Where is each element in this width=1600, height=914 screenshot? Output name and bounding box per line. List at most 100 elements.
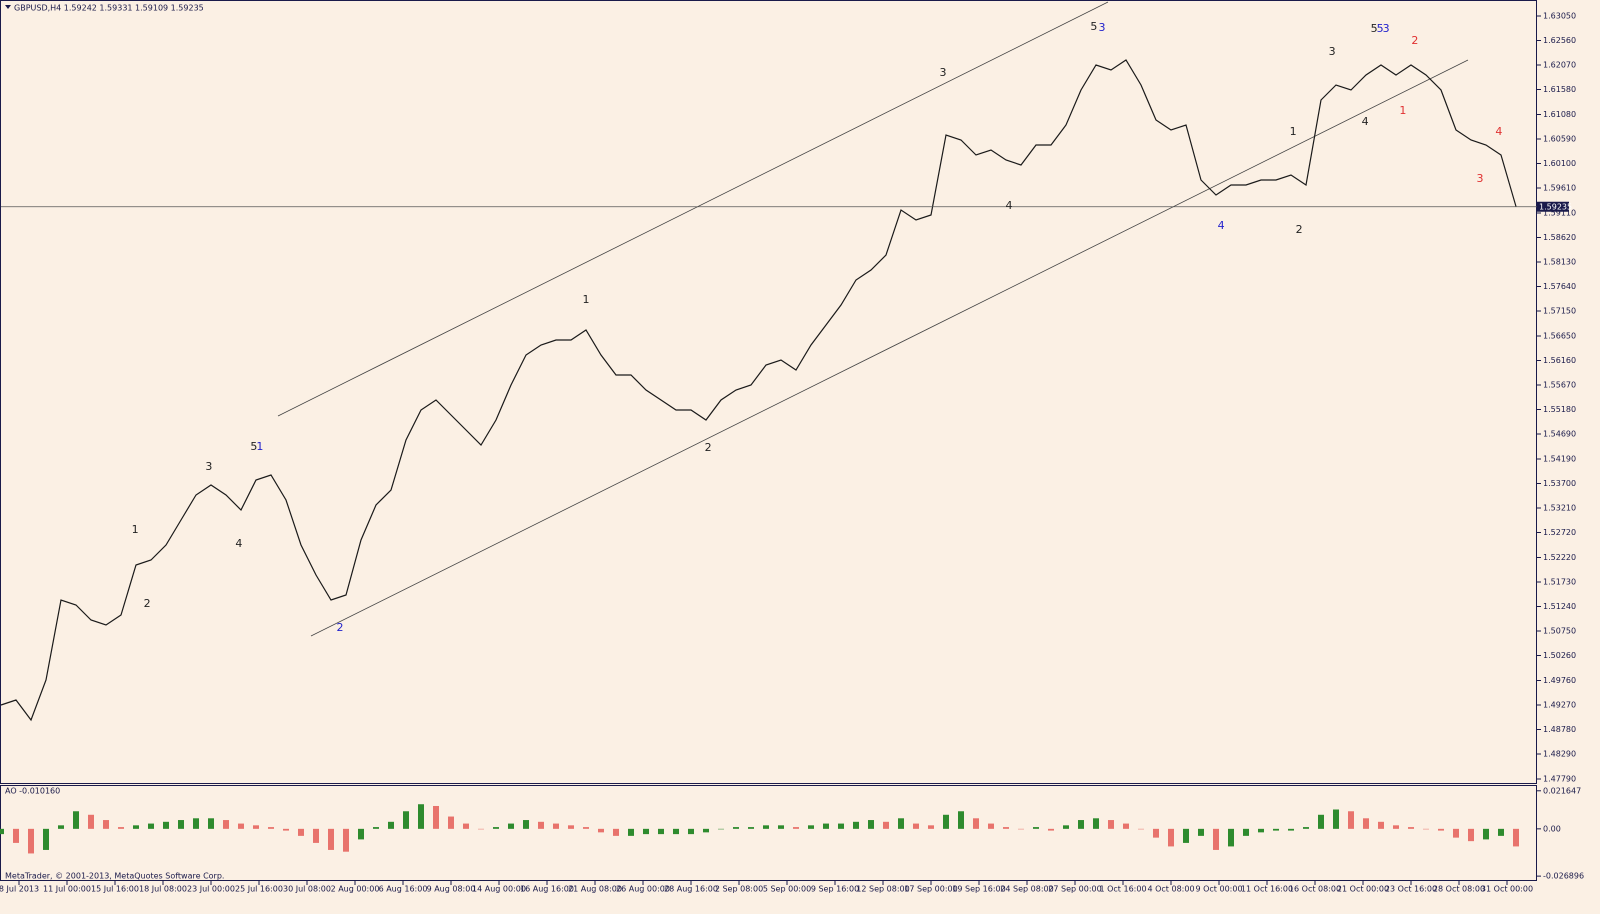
ao-bar (748, 827, 754, 829)
x-tick-label: 30 Jul 08:00 (283, 885, 331, 894)
y-tick-label: 1.50750 (1543, 627, 1576, 636)
ao-bar (538, 821, 544, 829)
y-tick-label: 1.63050 (1543, 12, 1576, 21)
ao-bar (193, 818, 199, 829)
y-tick-label: 1.53700 (1543, 479, 1576, 488)
ao-bar (178, 820, 184, 829)
wave-label: 5 (1371, 22, 1378, 35)
wave-label: 4 (1218, 219, 1225, 232)
y-tick-label: 1.61580 (1543, 85, 1576, 94)
ao-bar (268, 827, 274, 829)
x-tick-label: 21 Aug 08:00 (568, 885, 622, 894)
ao-bar (598, 828, 604, 833)
ao-bar (13, 828, 19, 843)
x-tick-label: 25 Jul 16:00 (235, 885, 283, 894)
ao-bar (718, 828, 724, 830)
ao-bar (73, 811, 79, 829)
menu-arrow[interactable] (5, 5, 11, 9)
ao-bar (1243, 828, 1249, 836)
y-tick-label: 1.51730 (1543, 578, 1576, 587)
x-tick-label: 17 Sep 00:00 (904, 885, 957, 894)
ao-header: AO -0.010160 (5, 787, 60, 796)
y-tick-label: 1.60100 (1543, 159, 1576, 168)
ao-bar (1123, 823, 1129, 829)
ao-bar (1303, 827, 1309, 829)
ao-bar (1138, 828, 1144, 830)
y-tick-label: 1.57640 (1543, 282, 1576, 291)
wave-label: 2 (705, 441, 712, 454)
ao-bar (1423, 828, 1429, 830)
x-tick-label: 31 Oct 00:00 (1481, 885, 1533, 894)
ao-bar (388, 821, 394, 829)
current-price-box (1537, 201, 1569, 212)
wave-label: 5 (250, 440, 257, 453)
y-tick-label: 1.47790 (1543, 775, 1576, 784)
ao-bar (1483, 828, 1489, 840)
wave-label: 4 (1006, 199, 1013, 212)
ao-bar (0, 828, 4, 835)
ao-bar (208, 818, 214, 829)
ao-bar (823, 823, 829, 829)
y-tick-label: 1.55180 (1543, 405, 1576, 414)
y-tick-label: 1.59110 (1543, 209, 1576, 218)
ao-bar (778, 825, 784, 829)
footer: MetaTrader, © 2001-2013, MetaQuotes Soft… (5, 872, 224, 881)
ao-bar (1378, 821, 1384, 829)
y-tick-label: 1.56650 (1543, 332, 1576, 341)
ao-bar (1258, 828, 1264, 833)
x-tick-label: 9 Aug 08:00 (427, 885, 476, 894)
wave-label: 1 (1290, 125, 1297, 138)
channel-lower (310, 59, 1469, 637)
ao-bar (103, 820, 109, 829)
y-tick-label: 1.48290 (1543, 750, 1576, 759)
ao-bar (163, 821, 169, 829)
x-tick-label: 6 Aug 16:00 (379, 885, 428, 894)
wave-label: 4 (1362, 115, 1369, 128)
wave-label: 1 (256, 440, 263, 453)
ao-bar (1168, 828, 1174, 847)
ao-bar (1288, 828, 1294, 831)
ao-bar (808, 825, 814, 829)
ao-bar (1393, 825, 1399, 829)
ao-bar (1333, 809, 1339, 829)
symbol-header: GBPUSD,H4 1.59242 1.59331 1.59109 1.5923… (14, 4, 204, 13)
y-tick-label: 1.50260 (1543, 651, 1576, 660)
ao-bar (508, 823, 514, 829)
wave-label: 1 (1399, 104, 1406, 117)
y-tick-label: 1.59610 (1543, 184, 1576, 193)
ao-bar (433, 805, 439, 829)
wave-label: 2 (1411, 34, 1418, 47)
ao-bar (1408, 827, 1414, 829)
ao-bar (1063, 825, 1069, 829)
wave-label: 3 (205, 460, 212, 473)
ao-bar (403, 811, 409, 829)
ao-bar (133, 825, 139, 829)
ao-bar (973, 818, 979, 829)
ao-bar (118, 827, 124, 829)
wave-label: 4 (235, 537, 242, 550)
y-tick-label: 1.49760 (1543, 676, 1576, 685)
ao-bar (28, 828, 34, 854)
ao-bar (253, 825, 259, 829)
ao-bar (958, 811, 964, 829)
x-tick-label: 28 Oct 08:00 (1433, 885, 1485, 894)
wave-label: 3 (1329, 45, 1336, 58)
ao-bar (868, 820, 874, 829)
wave-label: 5 (1377, 22, 1384, 35)
ao-bar (913, 823, 919, 829)
ao-bar (358, 828, 364, 840)
ao-bar (688, 828, 694, 835)
ao-bar (1453, 828, 1459, 838)
ao-bar (1003, 827, 1009, 829)
ao-bar (883, 821, 889, 829)
wave-label: 3 (1477, 172, 1484, 185)
y-tick-label: 1.56160 (1543, 356, 1576, 365)
ao-bar (343, 828, 349, 852)
y-tick-label: 1.55670 (1543, 381, 1576, 390)
ao-bar (1318, 814, 1324, 829)
x-tick-label: 2 Aug 00:00 (331, 885, 380, 894)
ao-bar (1438, 828, 1444, 831)
ao-bar (1198, 828, 1204, 836)
